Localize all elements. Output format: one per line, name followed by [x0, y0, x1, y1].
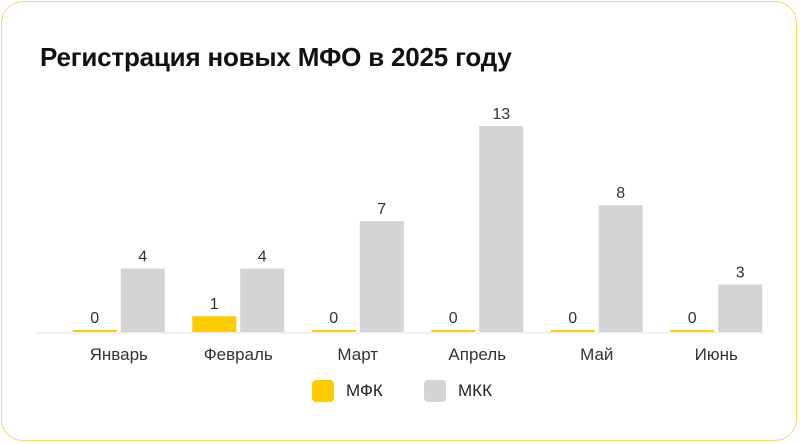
x-tick-label-2: Февраль — [204, 345, 273, 364]
x-tick-label-5: Май — [580, 345, 613, 364]
data-label-mkk-4: 13 — [492, 106, 510, 123]
data-label-mfk-4: 0 — [449, 310, 458, 327]
data-label-mkk-2: 4 — [258, 249, 267, 266]
bar-mkk-1 — [121, 269, 165, 332]
bar-mfk-3 — [312, 330, 356, 332]
data-label-mkk-1: 4 — [138, 249, 147, 266]
legend-swatch-mfk — [312, 380, 334, 402]
legend-label-mfk: МФК — [346, 381, 383, 401]
x-tick-label-4: Апрель — [448, 345, 506, 364]
chart-legend: МФК МКК — [0, 380, 800, 410]
bar-mfk-6 — [670, 330, 714, 332]
bar-mkk-4 — [479, 126, 523, 332]
data-label-mkk-3: 7 — [377, 201, 386, 218]
x-tick-label-1: Январь — [90, 345, 148, 364]
bar-mkk-6 — [718, 284, 762, 332]
x-tick-label-6: Июнь — [695, 345, 738, 364]
data-label-mkk-6: 3 — [736, 264, 745, 281]
bar-mfk-4 — [431, 330, 475, 332]
bar-mfk-5 — [551, 330, 595, 332]
x-tick-label-3: Март — [337, 345, 378, 364]
data-label-mfk-5: 0 — [568, 310, 577, 327]
data-label-mfk-2: 1 — [210, 296, 219, 313]
legend-swatch-mkk — [424, 380, 446, 402]
legend-item-mfk: МФК — [312, 380, 383, 402]
data-label-mfk-6: 0 — [688, 310, 697, 327]
bar-mfk-1 — [73, 330, 117, 332]
data-label-mfk-1: 0 — [90, 310, 99, 327]
data-label-mfk-3: 0 — [329, 310, 338, 327]
bar-mkk-3 — [360, 221, 404, 332]
legend-item-mkk: МКК — [424, 380, 492, 402]
bar-mkk-5 — [599, 205, 643, 332]
data-label-mkk-5: 8 — [616, 185, 625, 202]
legend-label-mkk: МКК — [458, 381, 492, 401]
bar-mkk-2 — [240, 269, 284, 332]
bar-mfk-2 — [192, 316, 236, 332]
